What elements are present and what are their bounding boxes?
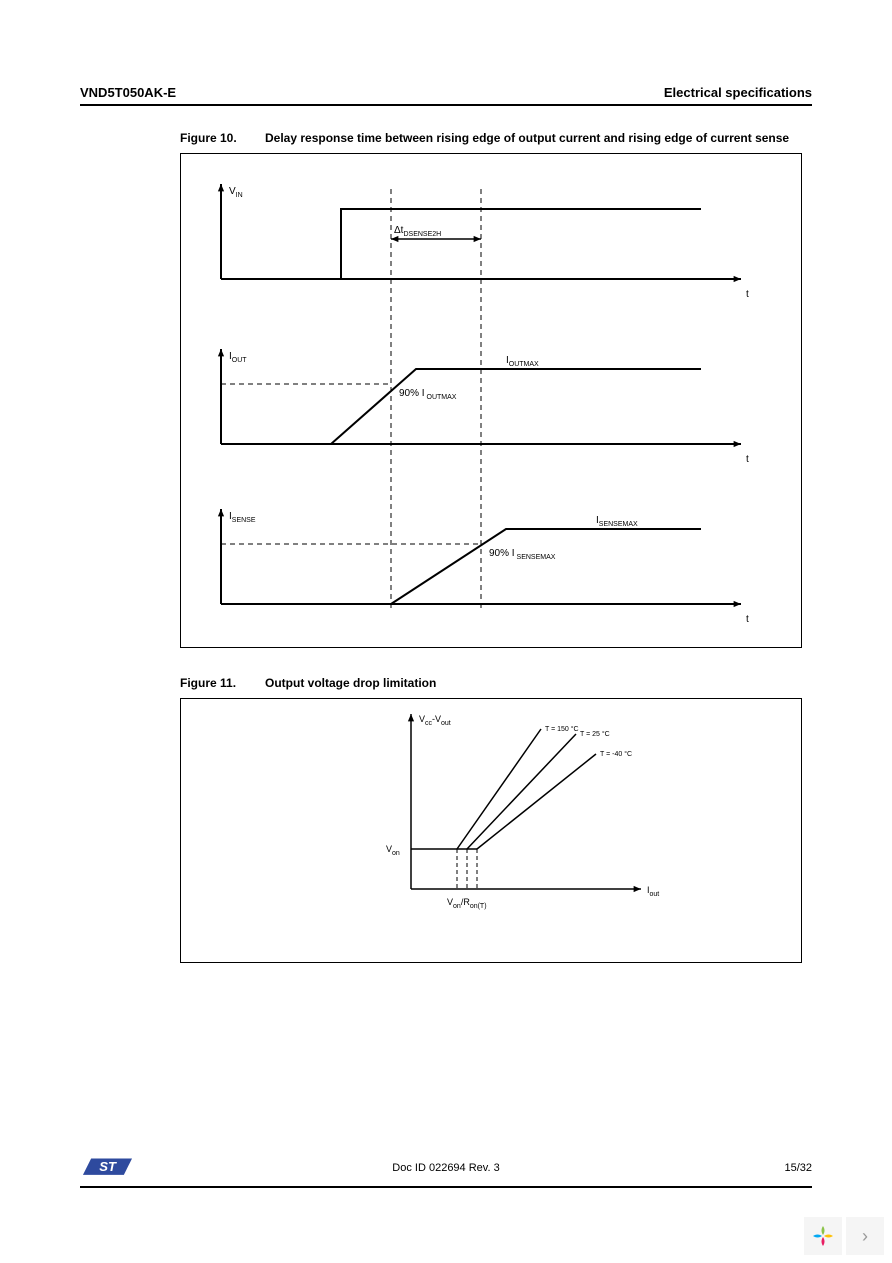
svg-text:ST: ST <box>99 1159 117 1174</box>
figure10-title: Delay response time between rising edge … <box>265 131 812 145</box>
figure10-diagram: VIN t ΔtDSENSE2H IOUT t IOUTMAX 90% I OUTMAX IS… <box>181 154 799 649</box>
svg-text:t: t <box>746 289 749 300</box>
svg-text:IOUT: IOUT <box>229 351 247 364</box>
svg-text:T = 25 °C: T = 25 °C <box>580 730 610 738</box>
figure10-box: VIN t ΔtDSENSE2H IOUT t IOUTMAX 90% I OUTMAX IS… <box>180 153 802 648</box>
figure11-caption: Figure 11. Output voltage drop limitatio… <box>180 676 812 690</box>
svg-text:Vcc-Vout: Vcc-Vout <box>419 714 451 727</box>
svg-text:90% I OUTMAX: 90% I OUTMAX <box>399 388 457 401</box>
figure11-title: Output voltage drop limitation <box>265 676 812 690</box>
svg-text:Von: Von <box>386 844 400 857</box>
svg-text:T = 150 °C: T = 150 °C <box>545 725 579 733</box>
flower-icon <box>811 1224 835 1248</box>
svg-text:Iout: Iout <box>647 885 659 898</box>
figure10-number: Figure 10. <box>180 131 265 145</box>
nav-widget: › <box>804 1217 884 1255</box>
doc-section: Electrical specifications <box>664 85 812 100</box>
page-header: VND5T050AK-E Electrical specifications <box>80 85 812 106</box>
svg-text:ISENSEMAX: ISENSEMAX <box>596 515 638 528</box>
svg-text:ΔtDSENSE2H: ΔtDSENSE2H <box>394 225 441 238</box>
svg-text:IOUTMAX: IOUTMAX <box>506 355 539 368</box>
nav-next-button[interactable]: › <box>846 1217 884 1255</box>
page-footer: ST Doc ID 022694 Rev. 3 15/32 <box>80 1153 812 1188</box>
nav-logo-button[interactable] <box>804 1217 842 1255</box>
doc-id: Doc ID 022694 Rev. 3 <box>392 1162 499 1174</box>
svg-text:ISENSE: ISENSE <box>229 511 256 524</box>
svg-text:t: t <box>746 614 749 625</box>
chevron-right-icon: › <box>862 1226 868 1247</box>
svg-text:t: t <box>746 454 749 465</box>
svg-text:Von/Ron(T): Von/Ron(T) <box>447 897 487 910</box>
figure11-box: Vcc-Vout Iout Von T = 150 °CT = 25 °C T = -4… <box>180 698 802 963</box>
figure11-number: Figure 11. <box>180 676 265 690</box>
st-logo: ST <box>80 1153 135 1183</box>
svg-text:T = -40 °C: T = -40 °C <box>600 750 632 758</box>
svg-text:90% I SENSEMAX: 90% I SENSEMAX <box>489 548 556 561</box>
svg-text:VIN: VIN <box>229 186 243 199</box>
figure11-diagram: Vcc-Vout Iout Von T = 150 °CT = 25 °C T = -4… <box>181 699 799 964</box>
page-number: 15/32 <box>784 1162 812 1174</box>
doc-part-number: VND5T050AK-E <box>80 85 176 100</box>
figure10-caption: Figure 10. Delay response time between r… <box>180 131 812 145</box>
